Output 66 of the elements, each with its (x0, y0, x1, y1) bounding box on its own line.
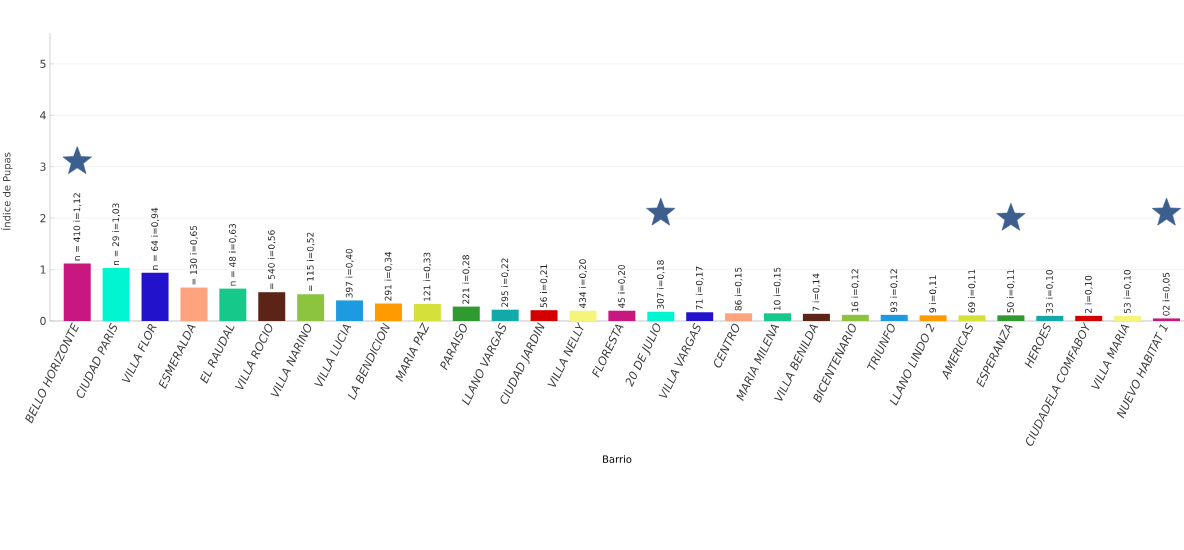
data-label: 221 i=0,28 (462, 255, 471, 304)
bar (63, 263, 91, 321)
bar (841, 314, 869, 321)
bar (180, 287, 208, 321)
data-label: 02 i=0,05 (1162, 272, 1171, 316)
bar (530, 310, 558, 321)
y-tick-label: 5 (40, 59, 46, 68)
data-label: 53 i=0,10 (1123, 270, 1132, 313)
data-label: 2 i=0,10 (1084, 275, 1093, 314)
data-label: 434 i=0,20 (579, 259, 587, 309)
bar (102, 268, 130, 321)
data-label: 45 i=0,20 (617, 264, 626, 309)
bar (1075, 315, 1103, 321)
x-tick-label: 20 DE JULIO (625, 323, 661, 388)
y-tick-label: 4 (40, 111, 46, 120)
bar (725, 313, 753, 321)
bar (997, 315, 1025, 321)
y-tick-label: 2 (40, 214, 46, 223)
bar (413, 304, 441, 321)
data-label: 291 i=0,34 (384, 251, 393, 301)
data-label: = 115 i=0,52 (306, 232, 315, 292)
data-label: n = 48 i=0,63 (228, 224, 237, 286)
bar (491, 309, 519, 321)
bar (1114, 315, 1142, 321)
bar (219, 288, 247, 321)
data-label: 10 i=0,15 (773, 267, 782, 311)
x-axis-title: Barrio (603, 455, 632, 463)
data-label: n = 29 i=1,03 (112, 203, 121, 266)
data-label: 7 i=0,14 (812, 273, 821, 311)
bar (608, 310, 636, 321)
y-tick-label: 3 (40, 162, 46, 171)
data-label: 56 i=0,21 (540, 264, 548, 308)
data-label: 9 i=0,11 (929, 275, 938, 313)
data-label: = 130 i=0,65 (190, 225, 198, 285)
data-label: n = 410 i=1,12 (73, 193, 82, 261)
data-label: 295 i=0,22 (501, 258, 510, 307)
data-label: 86 i=0,15 (734, 267, 743, 311)
bar (297, 294, 325, 321)
y-tick-label: 1 (40, 265, 46, 274)
data-label: 33 i=0,10 (1045, 270, 1054, 313)
bar (686, 312, 714, 321)
data-label: 397 i=0,40 (345, 248, 354, 298)
bar (763, 313, 791, 321)
bar (880, 314, 908, 321)
y-axis-title: Índice de Pupas (1, 152, 13, 230)
bar (1036, 315, 1064, 321)
bar (1153, 318, 1181, 321)
bar (569, 310, 597, 321)
data-label: 69 i=0,11 (968, 269, 976, 313)
data-label: = 540 i=0,56 (267, 230, 276, 290)
bar (374, 303, 402, 321)
bar (647, 311, 675, 321)
bar (141, 272, 169, 321)
data-label: 93 i=0,12 (890, 269, 899, 313)
bar (258, 292, 286, 321)
bar (452, 306, 480, 321)
data-label: n = 64 i=0,94 (151, 207, 159, 270)
bar (336, 300, 364, 321)
bar (919, 315, 947, 321)
data-label: 50 i=0,11 (1006, 269, 1015, 313)
data-label: 16 i=0,12 (851, 269, 860, 312)
data-label: 71 i=0,17 (695, 266, 704, 310)
bar (802, 313, 830, 321)
data-label: 307 i=0,18 (656, 260, 665, 309)
bar (958, 315, 986, 321)
data-label: 121 i=0,33 (423, 252, 432, 301)
